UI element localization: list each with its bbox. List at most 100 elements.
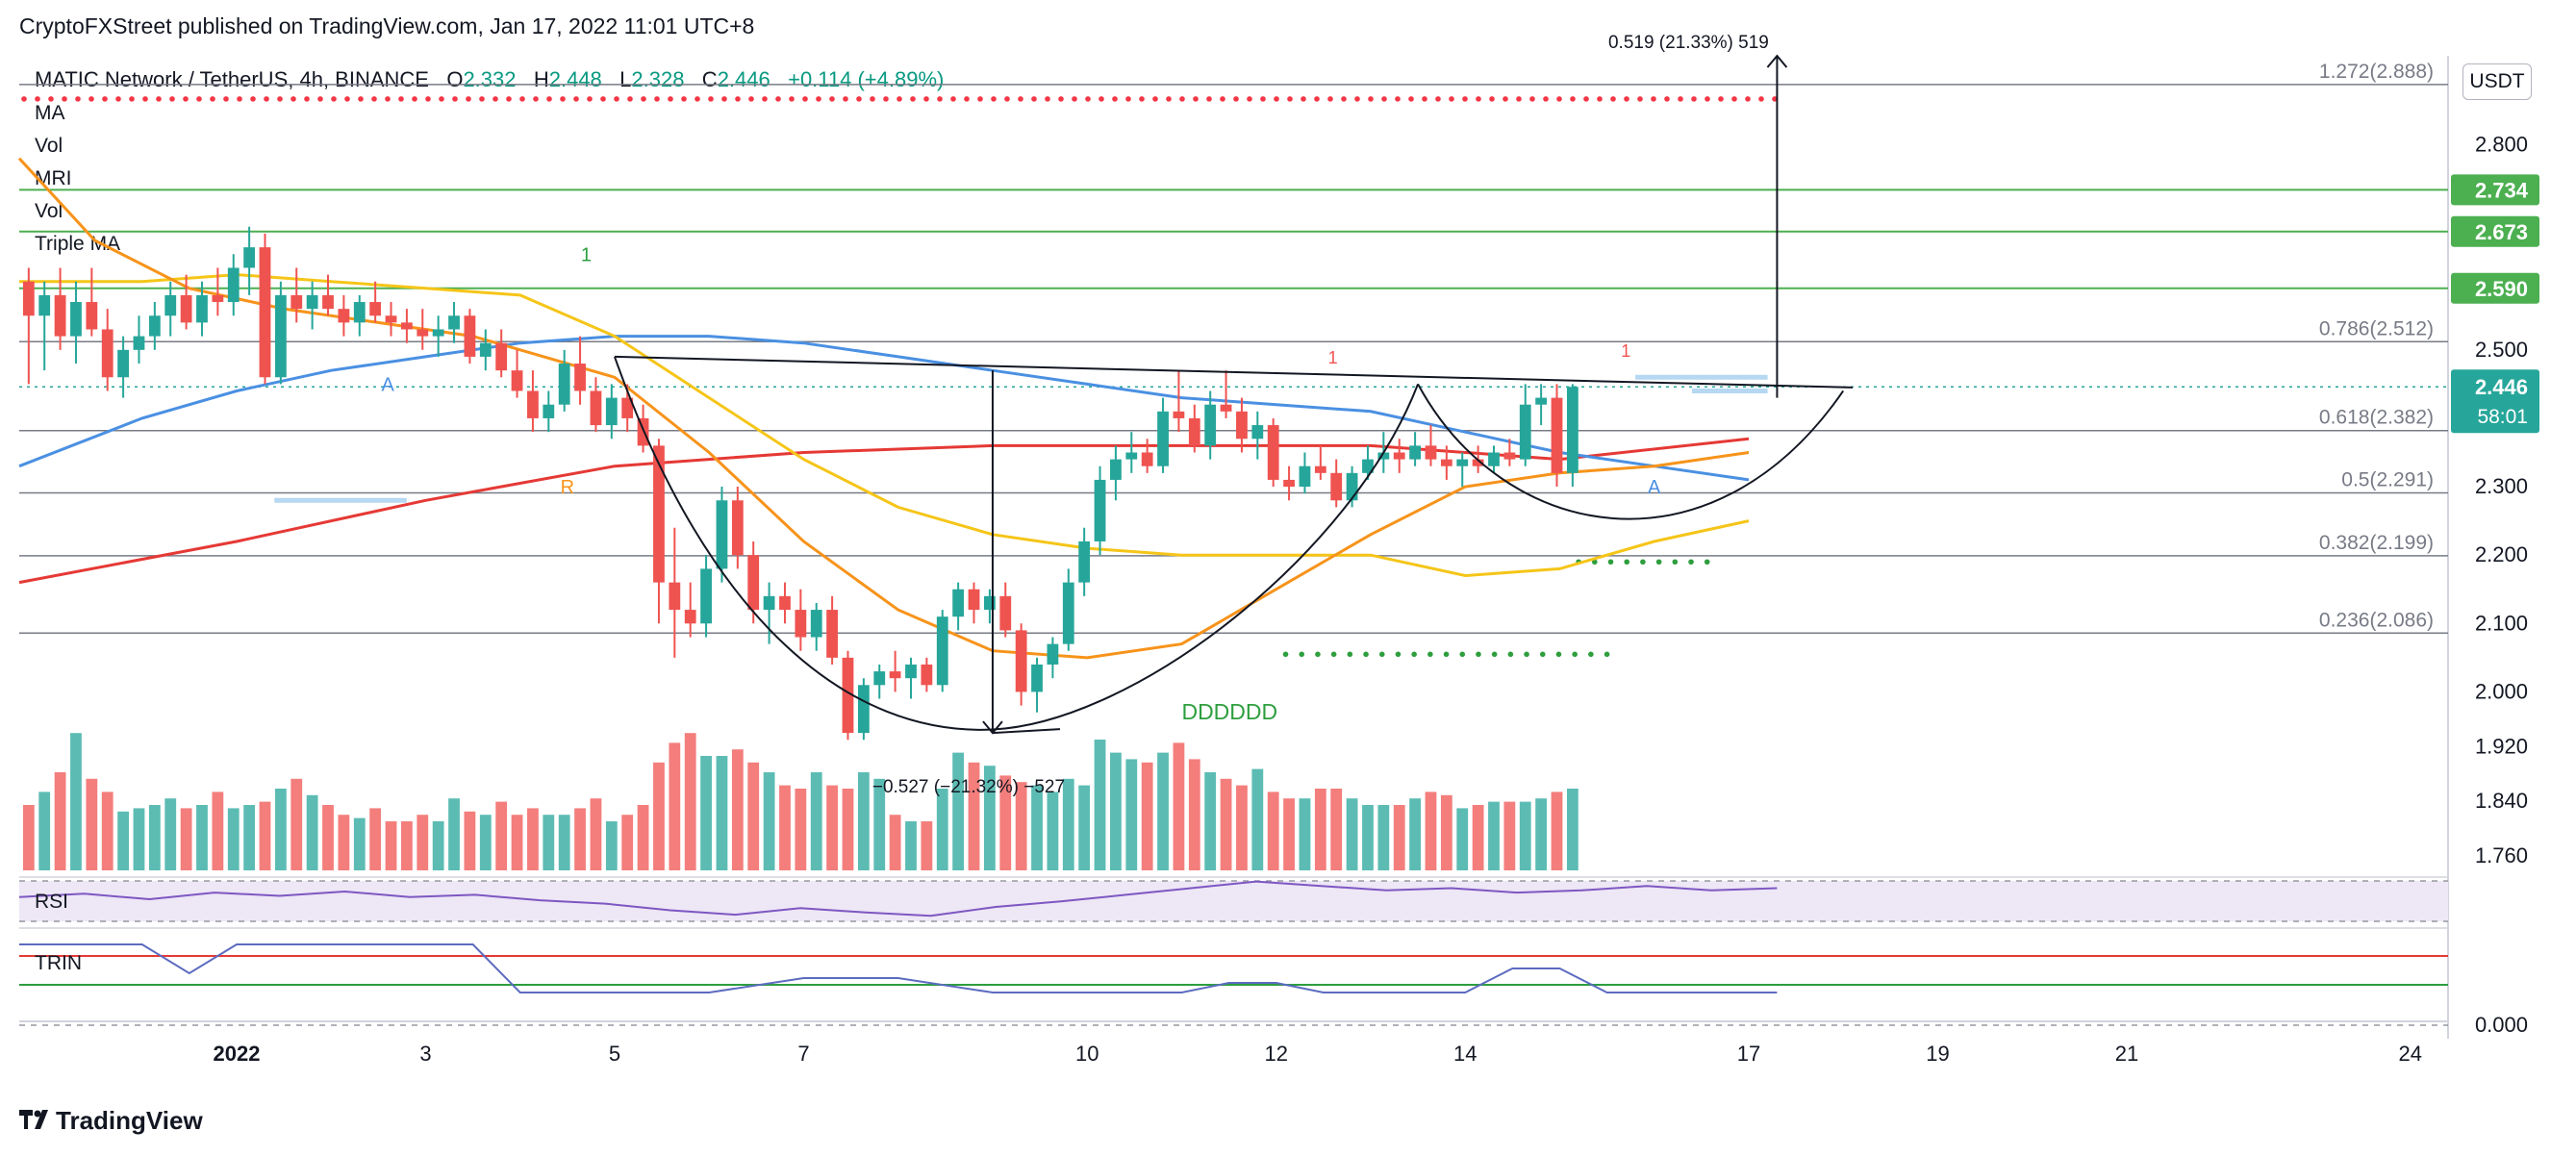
candle-body [353, 302, 366, 323]
volume-layer [22, 733, 1578, 870]
candle-body [133, 336, 145, 350]
volume-bar [1314, 789, 1326, 870]
candle-body [1535, 397, 1548, 405]
volume-bar [432, 821, 444, 870]
red-dot-marker [223, 96, 229, 102]
volume-bar [1220, 778, 1232, 870]
low-label: L [619, 67, 632, 91]
volume-bar [873, 778, 886, 870]
red-dot-marker [142, 96, 148, 102]
volume-bar [1015, 782, 1027, 870]
price-tick-label: 2.800 [2475, 132, 2528, 156]
candle-body [795, 610, 807, 638]
volume-bar [464, 811, 476, 870]
green-dot-marker [1315, 651, 1321, 658]
green-dot-marker [1704, 559, 1710, 565]
candle-body [432, 329, 444, 337]
volume-bar [1078, 785, 1091, 870]
volume-bar [1440, 794, 1452, 870]
green-dot-marker [1588, 651, 1594, 658]
candle-body [669, 582, 681, 611]
red-dot-marker [1354, 96, 1360, 102]
green-dot-marker [1282, 651, 1289, 658]
green-dot-marker [1607, 559, 1614, 565]
red-dot-marker [290, 96, 296, 102]
volume-bar [621, 815, 634, 870]
candle-body [905, 664, 917, 679]
annotation-text: DDDDDD [1181, 699, 1277, 724]
lower-axis-tick: 0.000 [2475, 1013, 2528, 1037]
volume-bar [274, 789, 287, 870]
change-value: +0.114 (+4.89%) [788, 67, 945, 91]
volume-bar [826, 785, 839, 870]
volume-bar [38, 792, 51, 870]
red-dot-marker [398, 96, 404, 102]
volume-bar [1472, 805, 1484, 870]
candle-body [369, 302, 382, 316]
red-dot-marker [331, 96, 337, 102]
annotation-text: 1 [1621, 341, 1630, 361]
handle-curve [1417, 383, 1845, 520]
annotation-text: 1 [1328, 348, 1338, 367]
candle-body [1204, 404, 1217, 446]
price-chart[interactable]: 1.272(2.888) 0.786(2.512) 0.618(2.382) 0.5(… [0, 0, 2576, 1096]
green-dot-marker [1427, 651, 1433, 658]
candle-body [1157, 411, 1169, 466]
candle-body [54, 294, 66, 337]
indicator-ma[interactable]: MA [35, 102, 65, 124]
volume-bar [1188, 759, 1200, 870]
candle-body [968, 589, 980, 611]
volume-bar [1173, 742, 1185, 870]
candle-body [22, 281, 35, 316]
volume-bar [999, 775, 1012, 870]
volume-bar [22, 805, 35, 870]
candle-body [338, 309, 350, 323]
red-dot-marker [1758, 96, 1764, 102]
candle-body [653, 445, 665, 583]
red-dot-marker [950, 96, 956, 102]
countdown-label: 58:01 [2477, 406, 2528, 428]
candle-body [259, 247, 271, 378]
red-dot-marker [466, 96, 471, 102]
candle-body [1330, 472, 1343, 501]
fib-level-label: 0.382(2.199) [2319, 532, 2434, 554]
currency-button[interactable]: USDT [2462, 63, 2532, 100]
red-dot-marker [156, 96, 162, 102]
red-dot-marker [789, 96, 795, 102]
red-dot-marker [843, 96, 848, 102]
candle-body [590, 390, 602, 426]
volume-bar [479, 815, 492, 870]
indicator-vol[interactable]: Vol [35, 135, 63, 157]
red-dot-marker [600, 96, 606, 102]
red-dot-marker [48, 96, 54, 102]
green-dot-marker [1624, 559, 1630, 565]
red-dot-marker [1678, 96, 1683, 102]
red-dot-marker [964, 96, 970, 102]
brand-name: TradingView [56, 1106, 203, 1135]
red-dot-marker [775, 96, 781, 102]
candle-body [1220, 404, 1232, 412]
red-dot-marker [1691, 96, 1697, 102]
volume-bar [1267, 792, 1279, 870]
neckline-trendline [614, 355, 1854, 389]
price-tick-label: 2.300 [2475, 474, 2528, 498]
indicator-vol-2[interactable]: Vol [35, 200, 63, 222]
time-tick-label: 12 [1264, 1042, 1287, 1066]
green-dot-marker [1363, 651, 1369, 658]
candle-body [936, 616, 948, 686]
red-dot-marker [62, 96, 67, 102]
candle-body [1377, 452, 1390, 460]
green-dot-marker [1459, 651, 1466, 658]
green-dot-marker [1604, 651, 1610, 658]
indicator-triple-ma[interactable]: Triple MA [35, 233, 121, 255]
candle-body [889, 671, 901, 679]
volume-bar [637, 805, 649, 870]
tradingview-brand[interactable]: TradingView [19, 1106, 203, 1136]
volume-bar [1409, 798, 1421, 870]
red-dot-marker [735, 96, 741, 102]
candle-body [1283, 479, 1295, 488]
volume-bar [385, 821, 397, 870]
red-dot-marker [1139, 96, 1145, 102]
volume-bar [196, 805, 208, 870]
volume-bar [779, 785, 791, 870]
